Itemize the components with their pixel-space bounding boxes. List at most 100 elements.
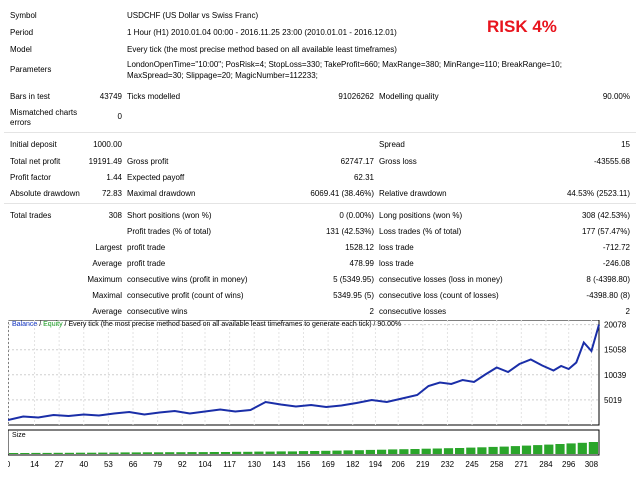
chart-legend: Balance / Equity / Every tick (the most … [12, 321, 401, 328]
size-bar [142, 452, 152, 454]
legend-equity: Equity [43, 321, 63, 328]
size-bar [243, 451, 253, 454]
largest-loss-label: loss trade [379, 243, 414, 252]
size-bar [533, 445, 543, 454]
size-label: Size [12, 432, 26, 439]
max-drawdown-label: Maximal drawdown [127, 189, 196, 198]
spread-value: 15 [621, 140, 630, 149]
x-tick-label: 66 [129, 460, 138, 469]
maximal-cons-loss-label: consecutive loss (count of losses) [379, 291, 499, 300]
x-tick-label: 232 [441, 460, 455, 469]
net-profit-label: Total net profit [10, 157, 61, 166]
x-tick-label: 271 [515, 460, 529, 469]
largest-loss-value: -712.72 [602, 243, 630, 252]
expected-payoff-value: 62.31 [353, 173, 374, 182]
size-bar [165, 452, 175, 454]
model-value: Every tick (the most precise method base… [127, 45, 397, 54]
loss-trades-label: Loss trades (% of total) [379, 227, 462, 236]
expected-payoff-label: Expected payoff [127, 173, 185, 182]
parameters-line-1: LondonOpenTime="10:00"; PosRisk=4; StopL… [127, 60, 562, 69]
total-trades-label: Total trades [10, 211, 52, 220]
size-bar [421, 448, 431, 454]
size-bar [187, 452, 197, 454]
size-bar [98, 452, 108, 454]
profit-trades-label: Profit trades (% of total) [127, 227, 212, 236]
size-bar [209, 452, 219, 454]
x-tick-label: 206 [392, 460, 406, 469]
parameters-line-2: MaxSpread=30; Slippage=20; MagicNumber=1… [127, 71, 318, 80]
x-tick-label: 53 [104, 460, 113, 469]
symbol-value: USDCHF (US Dollar vs Swiss Franc) [127, 11, 259, 20]
legend-description: / Every tick (the most precise method ba… [62, 321, 402, 328]
x-tick-label: 130 [248, 460, 262, 469]
size-bar [510, 446, 520, 454]
x-tick-label: 182 [346, 460, 360, 469]
size-bar [521, 445, 532, 454]
abs-drawdown-label: Absolute drawdown [10, 189, 80, 198]
profit-factor-value: 1.44 [106, 173, 122, 182]
balance-chart: 5019 10039 15058 20078 0 14 27 40 53 66 79 92 104 11… [6, 319, 632, 470]
size-bar [332, 450, 342, 454]
maximal-cons-profit-label: consecutive profit (count of wins) [127, 291, 244, 300]
size-bar [75, 452, 86, 454]
size-bar [399, 449, 409, 454]
x-tick-label: 258 [490, 460, 504, 469]
x-tick-labels: 0 14 27 40 53 66 79 92 104 117 130 143 156 169 182 194 2… [6, 460, 599, 469]
grid-lines [7, 320, 599, 425]
size-bar [265, 451, 275, 454]
size-bar [120, 452, 130, 454]
gross-profit-value: 62747.17 [340, 157, 374, 166]
size-bar [354, 450, 364, 454]
y-tick-label: 5019 [604, 396, 622, 405]
size-bar [377, 449, 387, 454]
size-bar [176, 452, 186, 454]
legend-slash: / [37, 321, 44, 328]
x-tick-label: 0 [8, 460, 11, 469]
size-bar [432, 448, 442, 454]
size-bar [321, 450, 331, 454]
mismatch-label-1: Mismatched charts [10, 108, 78, 117]
gross-loss-label: Gross loss [379, 157, 417, 166]
divider [4, 132, 636, 133]
long-positions-value: 308 (42.53%) [581, 211, 630, 220]
size-bar [131, 452, 141, 454]
size-bar [477, 447, 487, 454]
size-bar [87, 452, 97, 454]
ticks-value: 91026262 [338, 92, 374, 101]
largest-profit-value: 1528.12 [345, 243, 374, 252]
size-bar [109, 452, 119, 454]
x-tick-label: 284 [539, 460, 553, 469]
largest-profit-label: profit trade [127, 243, 166, 252]
x-tick-label: 117 [223, 460, 236, 469]
legend-balance: Balance [12, 321, 38, 328]
period-value: 1 Hour (H1) 2010.01.04 00:00 - 2016.11.2… [127, 28, 397, 37]
size-bar [388, 449, 398, 454]
risk-badge: RISK 4% [487, 17, 557, 36]
initial-deposit-value: 1000.00 [93, 140, 122, 149]
x-tick-label: 194 [369, 460, 383, 469]
chart-svg: 5019 10039 15058 20078 0 14 27 40 53 66 79 92 104 11… [6, 319, 627, 469]
size-bar [310, 451, 320, 454]
average-loss-label: loss trade [379, 259, 414, 268]
x-tick-label: 104 [198, 460, 212, 469]
size-bar [577, 442, 587, 454]
average-label: Average [92, 259, 122, 268]
size-bar [154, 452, 164, 454]
balance-series [7, 324, 600, 421]
symbol-label: Symbol [10, 11, 37, 20]
x-tick-label: 14 [30, 460, 39, 469]
size-bar [499, 446, 509, 454]
model-label: Model [10, 45, 32, 54]
mismatch-label-2: errors [10, 118, 31, 127]
max-cons-losses-label: consecutive losses (loss in money) [379, 275, 503, 284]
size-bar [555, 444, 565, 454]
size-bar [276, 451, 286, 454]
size-bar [544, 444, 554, 454]
loss-trades-value: 177 (57.47%) [581, 227, 630, 236]
gross-loss-value: -43555.68 [593, 157, 630, 166]
rel-drawdown-label: Relative drawdown [379, 189, 447, 198]
gross-profit-label: Gross profit [127, 157, 169, 166]
avg-cons-losses-label: consecutive losses [379, 307, 447, 316]
bars-value: 43749 [99, 92, 122, 101]
total-trades-value: 308 [108, 211, 122, 220]
